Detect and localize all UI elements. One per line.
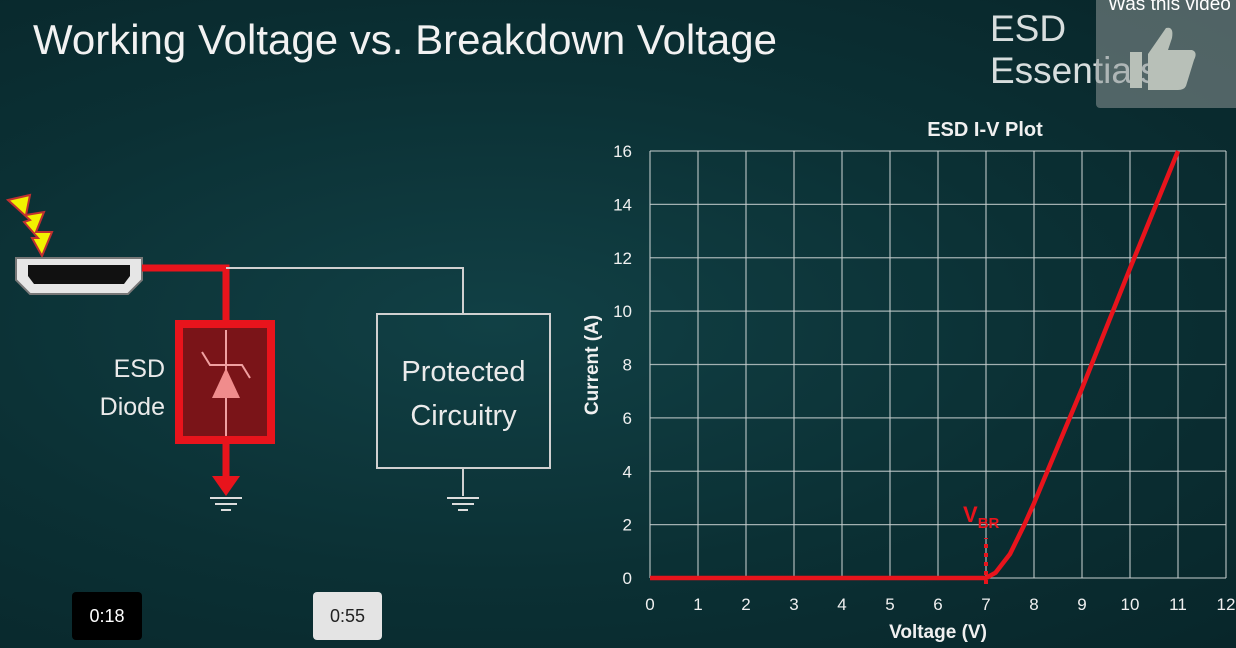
arrow-down-icon bbox=[212, 476, 240, 496]
label-line: Diode bbox=[99, 393, 165, 421]
label-line: ESD bbox=[113, 355, 165, 383]
ground-icon bbox=[210, 497, 242, 511]
y-tick-label: 16 bbox=[613, 142, 632, 161]
circuit-diagram bbox=[5, 193, 551, 511]
feedback-overlay[interactable]: Was this video bbox=[1096, 0, 1236, 108]
x-tick-label: 11 bbox=[1169, 595, 1187, 614]
label-line: Circuitry bbox=[410, 400, 517, 432]
x-tick-label: 12 bbox=[1217, 595, 1236, 614]
y-tick-label: 8 bbox=[623, 356, 632, 375]
x-tick-label: 5 bbox=[885, 595, 894, 614]
y-axis-label: Current (A) bbox=[582, 315, 603, 415]
vbr-subscript: BR bbox=[978, 515, 1000, 532]
x-tick-label: 7 bbox=[981, 595, 990, 614]
thumbs-up-icon[interactable] bbox=[1126, 24, 1216, 104]
x-tick-label: 2 bbox=[741, 595, 750, 614]
x-tick-label: 9 bbox=[1077, 595, 1086, 614]
y-tick-label: 10 bbox=[613, 302, 632, 321]
x-tick-label: 0 bbox=[645, 595, 654, 614]
protected-circuitry-label: Protected Circuitry bbox=[377, 350, 550, 438]
total-time-badge: 0:55 bbox=[313, 592, 382, 640]
current-time-badge: 0:18 bbox=[72, 592, 142, 640]
lightning-icon bbox=[5, 193, 54, 259]
ground-icon bbox=[447, 497, 479, 511]
diode-icon bbox=[212, 368, 240, 398]
vbr-label: VBR bbox=[963, 502, 1000, 532]
y-tick-label: 0 bbox=[623, 569, 632, 588]
y-tick-label: 4 bbox=[623, 462, 632, 481]
x-tick-label: 10 bbox=[1121, 595, 1140, 614]
x-tick-label: 4 bbox=[837, 595, 846, 614]
x-tick-label: 8 bbox=[1029, 595, 1038, 614]
y-tick-label: 12 bbox=[613, 249, 632, 268]
x-axis-label: Voltage (V) bbox=[889, 622, 987, 643]
label-line: Protected bbox=[401, 356, 526, 388]
y-tick-label: 6 bbox=[623, 409, 632, 428]
feedback-question: Was this video bbox=[1108, 0, 1231, 15]
slide-title: Working Voltage vs. Breakdown Voltage bbox=[33, 16, 778, 63]
esd-diode-label: ESD Diode bbox=[60, 350, 165, 426]
y-tick-label: 14 bbox=[613, 195, 632, 214]
y-tick-label: 2 bbox=[623, 516, 632, 535]
chart-title: ESD I-V Plot bbox=[927, 119, 1043, 141]
x-tick-label: 1 bbox=[693, 595, 702, 614]
x-tick-label: 6 bbox=[933, 595, 942, 614]
x-tick-label: 3 bbox=[789, 595, 798, 614]
